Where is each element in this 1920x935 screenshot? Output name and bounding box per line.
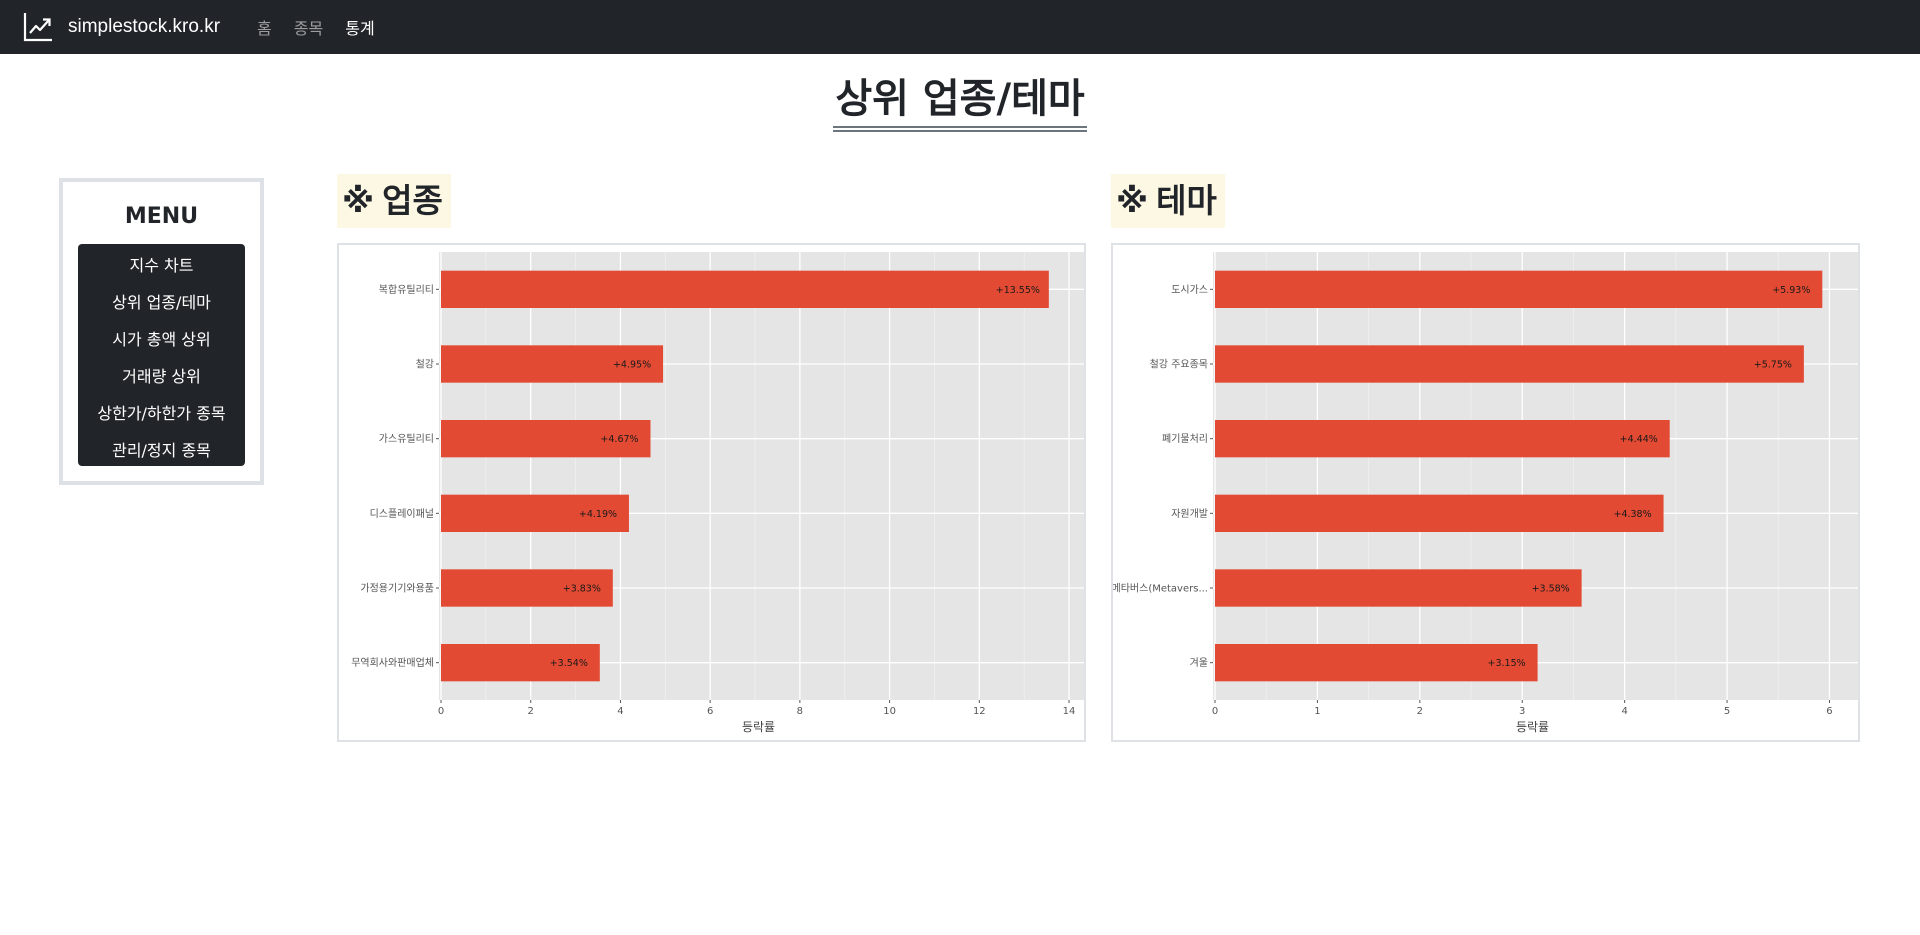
category-label: 도시가스 <box>1171 284 1208 296</box>
category-label: 가스유틸리티 <box>379 432 434 445</box>
bar <box>441 345 664 383</box>
x-tick-label: 1 <box>1314 706 1320 717</box>
category-label: 디스플레이패널 <box>370 508 434 520</box>
bar <box>1215 270 1823 308</box>
category-label: 겨울 <box>1190 657 1208 669</box>
x-tick-label: 3 <box>1519 706 1525 717</box>
nav-link-home[interactable]: 홈 <box>257 19 272 38</box>
x-tick-label: 4 <box>617 706 623 717</box>
x-tick-label: 10 <box>883 706 896 717</box>
x-tick-label: 2 <box>528 706 534 717</box>
x-axis-title: 등락률 <box>1516 720 1549 734</box>
bar-value-label: +4.67% <box>600 434 638 445</box>
bar <box>441 420 651 458</box>
bar <box>1215 494 1664 532</box>
bar-value-label: +3.83% <box>563 584 601 595</box>
bar <box>1215 345 1804 383</box>
category-label: 폐기물처리 <box>1162 433 1208 445</box>
bar-value-label: +3.15% <box>1488 658 1526 669</box>
reference-mark: ※ <box>342 181 375 220</box>
bar <box>1215 420 1670 458</box>
x-tick-label: 5 <box>1724 706 1730 717</box>
category-label: 가정용기기와용품 <box>360 583 434 595</box>
x-tick-label: 0 <box>1212 706 1218 717</box>
x-tick-label: 6 <box>1826 706 1832 717</box>
navbar: simplestock.kro.kr 홈 종목 통계 <box>0 0 1920 54</box>
category-label: 메타버스(Metavers... <box>1113 583 1208 595</box>
page-title: 상위 업종/테마 <box>833 72 1087 132</box>
x-tick-label: 8 <box>797 706 803 717</box>
industry-section-label: ※ 업종 <box>337 174 451 228</box>
category-label: 철강 주요종목 <box>1150 359 1208 371</box>
menu-item-limit-up-down[interactable]: 상한가/하한가 종목 <box>97 404 226 423</box>
menu-item-top-industry-theme[interactable]: 상위 업종/테마 <box>112 293 211 312</box>
reference-mark: ※ <box>1116 181 1149 220</box>
x-tick-label: 0 <box>438 706 444 717</box>
page-title-wrapper: 상위 업종/테마 <box>0 72 1920 132</box>
theme-chart: 0 1 2 3 4 5 6 +5.93% 도시가스 +5.75% 철강 주요종목 +4.44% 폐기물처… <box>1111 243 1860 742</box>
nav-link-stocks[interactable]: 종목 <box>293 19 324 38</box>
bar <box>441 644 600 682</box>
bar-value-label: +13.55% <box>996 285 1040 296</box>
plot-panel <box>439 252 1084 700</box>
menu-item-managed-suspended[interactable]: 관리/정지 종목 <box>112 441 211 460</box>
industry-heading: 업종 <box>382 181 443 220</box>
industry-bar-chart: 0 2 4 6 8 10 12 14 +13.55% 복합유틸리티 +4.95% 철강 +4.67% 가스… <box>351 252 1084 734</box>
nav-links: 홈 종목 통계 <box>246 15 386 39</box>
bar-value-label: +3.54% <box>550 658 588 669</box>
bar-value-label: +5.93% <box>1772 285 1810 296</box>
brand-name: simplestock.kro.kr <box>68 16 221 37</box>
x-tick-label: 14 <box>1063 706 1076 717</box>
trending-up-icon <box>23 13 52 42</box>
bar <box>1215 569 1582 607</box>
plot-panel <box>1213 252 1858 700</box>
category-label: 자원개발 <box>1171 508 1208 520</box>
menu-item-market-cap[interactable]: 시가 총액 상위 <box>112 330 211 349</box>
theme-section-label: ※ 테마 <box>1111 174 1225 228</box>
x-tick-label: 6 <box>707 706 713 717</box>
bar-value-label: +4.44% <box>1620 434 1658 445</box>
bar-value-label: +4.38% <box>1613 509 1651 520</box>
category-label: 철강 <box>416 359 434 371</box>
menu-item-index-chart[interactable]: 지수 차트 <box>129 256 194 275</box>
bar-value-label: +4.19% <box>579 509 617 520</box>
industry-chart: 0 2 4 6 8 10 12 14 +13.55% 복합유틸리티 +4.95% 철강 +4.67% 가스… <box>337 243 1086 742</box>
bar <box>441 569 613 607</box>
category-label: 복합유틸리티 <box>379 283 434 296</box>
bar <box>441 270 1049 308</box>
x-tick-label: 12 <box>973 706 986 717</box>
category-label: 무역회사와판매업체 <box>351 656 434 669</box>
menu-title: MENU <box>124 204 199 229</box>
nav-link-stats[interactable]: 통계 <box>345 19 375 38</box>
x-tick-label: 2 <box>1417 706 1423 717</box>
theme-bar-chart: 0 1 2 3 4 5 6 +5.93% 도시가스 +5.75% 철강 주요종목 +4.44% 폐기물처… <box>1113 252 1858 734</box>
bar <box>441 494 629 532</box>
side-menu: MENU 지수 차트 상위 업종/테마 시가 총액 상위 거래량 상위 상한가/… <box>59 178 264 485</box>
bar <box>1215 644 1538 682</box>
bar-value-label: +4.95% <box>613 360 651 371</box>
theme-heading: 테마 <box>1156 181 1217 220</box>
bar-value-label: +3.58% <box>1532 584 1570 595</box>
bar-value-label: +5.75% <box>1754 360 1792 371</box>
x-axis-title: 등락률 <box>742 720 775 734</box>
menu-list: 지수 차트 상위 업종/테마 시가 총액 상위 거래량 상위 상한가/하한가 종… <box>78 244 245 466</box>
brand-link[interactable]: simplestock.kro.kr <box>22 11 220 43</box>
x-tick-label: 4 <box>1621 706 1627 717</box>
menu-item-volume[interactable]: 거래량 상위 <box>122 367 201 386</box>
